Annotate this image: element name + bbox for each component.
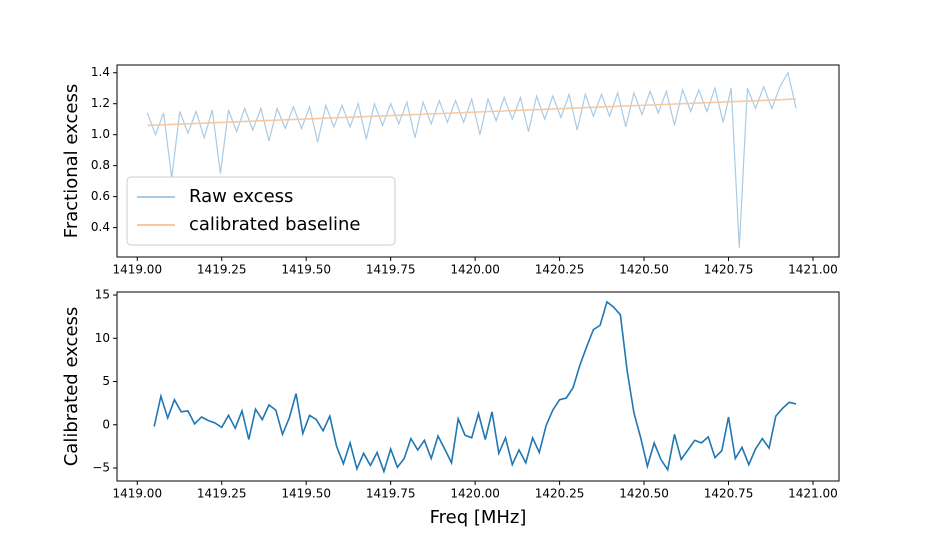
y-tick-label: 0.8 [91,158,110,172]
y-tick-label: −5 [92,461,110,475]
legend-label: Raw excess [189,186,293,207]
x-tick-label: 1420.50 [619,263,669,277]
x-tick-label: 1420.00 [450,487,500,501]
x-tick-label: 1420.25 [535,487,585,501]
x-tick-label: 1420.00 [450,263,500,277]
x-tick-label: 1419.00 [112,487,162,501]
x-tick-label: 1420.25 [535,263,585,277]
y-tick-label: 0 [102,417,110,431]
y-tick-label: 0.4 [91,220,110,234]
x-tick-label: 1419.75 [366,487,416,501]
x-tick-label: 1419.75 [366,263,416,277]
y-tick-label: 15 [95,288,110,302]
y-tick-label: 10 [95,331,110,345]
y-axis-label: Fractional excess [61,84,82,238]
legend-box [126,176,396,246]
legend-label: calibrated baseline [189,214,360,235]
x-tick-label: 1420.75 [704,263,754,277]
x-tick-label: 1421.00 [788,487,838,501]
y-tick-label: 0.6 [91,189,110,203]
x-axis-label: Freq [MHz] [430,507,527,528]
x-tick-label: 1419.25 [197,487,247,501]
y-axis-label: Calibrated excess [61,307,82,467]
x-tick-label: 1420.75 [704,487,754,501]
y-tick-label: 1.4 [91,65,110,79]
y-tick-label: 1.0 [91,127,110,141]
axes-frame [116,291,840,482]
axes-frame [116,64,840,258]
data-line [153,300,797,475]
x-tick-label: 1419.00 [112,263,162,277]
x-tick-label: 1419.25 [197,263,247,277]
data-line [147,98,797,127]
y-tick-label: 1.2 [91,96,110,110]
x-tick-label: 1421.00 [788,263,838,277]
x-tick-label: 1419.50 [281,263,331,277]
x-tick-label: 1419.50 [281,487,331,501]
x-tick-label: 1420.50 [619,487,669,501]
y-tick-label: 5 [102,374,110,388]
